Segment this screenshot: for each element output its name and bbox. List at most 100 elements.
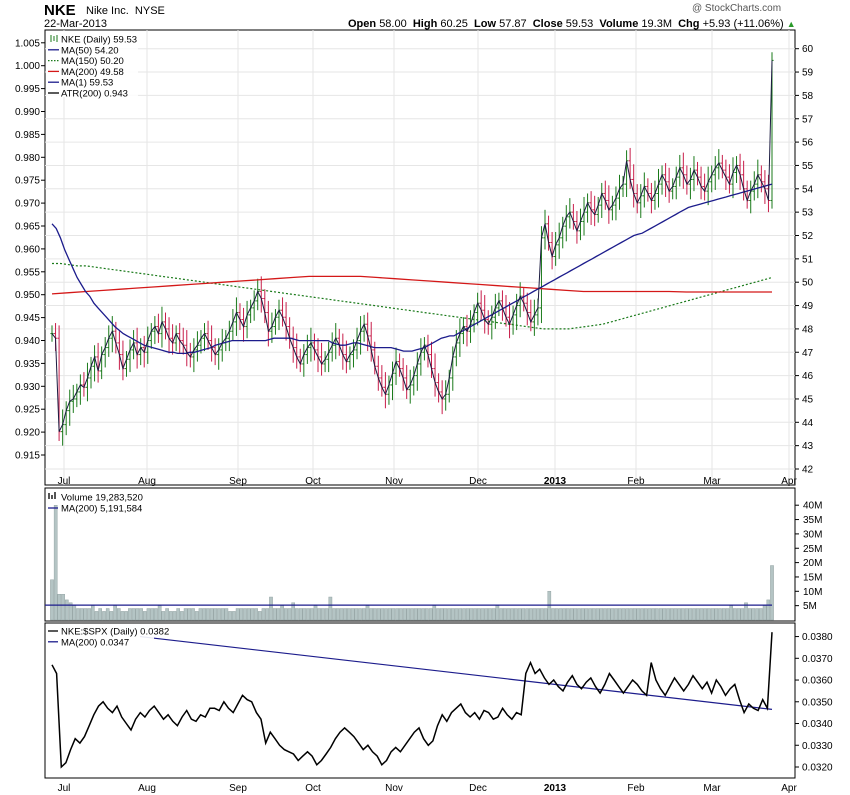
volume-bar	[72, 605, 77, 621]
volume-bar	[636, 608, 641, 621]
volume-axis-label: 20M	[803, 558, 822, 569]
volume-bar	[105, 608, 110, 621]
volume-bar	[714, 608, 719, 621]
change-label: Chg	[678, 18, 700, 30]
volume-bar	[68, 602, 73, 621]
volume-bar	[529, 608, 533, 621]
volume-bar	[206, 608, 210, 621]
volume-bar	[536, 608, 540, 621]
left-axis-label: 0.915	[15, 451, 40, 462]
volume-bar	[50, 579, 54, 621]
volume-bar	[606, 608, 611, 621]
ratio-axis-label: 0.0330	[802, 741, 833, 752]
volume-bar	[350, 608, 355, 621]
volume-axis-label: 25M	[803, 544, 822, 555]
left-axis-label: 0.950	[15, 290, 40, 301]
right-axis-label: 46	[802, 371, 814, 382]
volume-bar	[573, 608, 578, 621]
volume-axis-label: 35M	[803, 515, 822, 526]
right-axis-ticks: 42 43 44 45 46 47 48 49 50 51 52 53 54 55 56 57 58 59 60	[795, 44, 814, 476]
price-legend-bg	[46, 31, 138, 97]
volume-bar	[161, 611, 166, 621]
volume-bar	[451, 608, 455, 621]
ratio-legend-entry: NKE:$SPX (Daily) 0.0382	[61, 627, 169, 638]
volume-bar	[696, 608, 700, 621]
volume-bar	[722, 608, 726, 621]
volume-legend-icon	[48, 493, 50, 499]
ratio-axis-label: 0.0340	[802, 719, 833, 730]
volume-axis-label: 40M	[803, 501, 822, 512]
volume-bar	[347, 608, 351, 621]
volume-bar	[503, 608, 507, 621]
volume-axis-ticks: 5M 10M 15M 20M 25M 30M 35M 40M	[795, 501, 822, 612]
volume-bar	[116, 608, 121, 621]
right-axis-label: 44	[802, 418, 814, 429]
volume-bar	[120, 611, 125, 621]
volume-bar	[399, 608, 403, 621]
volume-bar	[684, 608, 689, 621]
open-value: 58.00	[379, 18, 407, 30]
volume-bar	[324, 608, 329, 621]
x-axis-label: Oct	[305, 476, 321, 487]
volume-bar	[387, 608, 392, 621]
x-axis-label: Aug	[138, 783, 156, 794]
volume-bar	[321, 608, 325, 621]
left-axis-label: 0.925	[15, 405, 40, 416]
volume-bar	[265, 608, 270, 621]
left-axis-label: 0.970	[15, 199, 40, 210]
volume-bar	[113, 605, 117, 621]
price-legend-entry: ATR(200) 0.943	[61, 89, 128, 100]
ratio-axis-label: 0.0360	[802, 676, 833, 687]
volume-bar	[543, 608, 548, 621]
volume-bar	[647, 608, 652, 621]
volume-bar	[432, 605, 437, 621]
volume-bar	[491, 608, 496, 621]
volume-bar	[540, 608, 544, 621]
volume-bar	[276, 608, 281, 621]
volume-bar	[61, 594, 65, 621]
volume-bar	[369, 608, 374, 621]
volume-bar	[677, 608, 681, 621]
price-legend-entry: MA(150) 50.20	[61, 56, 124, 67]
volume-bar	[454, 608, 459, 621]
volume-bar	[447, 608, 451, 621]
ratio-axis-label: 0.0350	[802, 697, 833, 708]
volume-bar	[729, 605, 733, 621]
volume-bar	[391, 608, 396, 621]
left-axis-label: 0.985	[15, 130, 40, 141]
volume-bar	[313, 605, 318, 621]
volume-bar	[365, 605, 370, 621]
volume-bar	[703, 608, 707, 621]
volume-bar	[710, 608, 715, 621]
volume-bar	[269, 596, 273, 621]
volume-bar	[762, 605, 767, 621]
right-axis-label: 59	[802, 68, 814, 79]
volume-bar	[770, 565, 774, 621]
volume-bar	[592, 608, 596, 621]
volume-bar	[484, 608, 489, 621]
ma50-line	[51, 183, 773, 355]
x-axis-label: Nov	[385, 783, 403, 794]
volume-bar	[473, 608, 477, 621]
volume-bar	[759, 608, 763, 621]
volume-bar	[224, 608, 229, 621]
volume-bar	[707, 608, 711, 621]
volume-bar	[584, 608, 589, 621]
volume-bar	[254, 608, 258, 621]
volume-bar	[102, 611, 106, 621]
volume-bar	[154, 608, 158, 621]
high-value: 60.25	[440, 18, 468, 30]
volume-bar	[310, 608, 314, 621]
volume-bar	[658, 608, 663, 621]
x-axis-label: Feb	[627, 476, 645, 487]
volume-bar	[733, 608, 737, 621]
x-axis-label: Jul	[58, 783, 71, 794]
left-axis-label: 0.980	[15, 153, 40, 164]
volume-bar	[428, 608, 433, 621]
left-axis-label: 1.005	[15, 38, 40, 49]
volume-bar	[339, 608, 344, 621]
volume-bar	[751, 608, 756, 621]
volume-bar	[57, 594, 62, 621]
volume-bar	[421, 608, 425, 621]
x-axis-label: Dec	[469, 783, 487, 794]
